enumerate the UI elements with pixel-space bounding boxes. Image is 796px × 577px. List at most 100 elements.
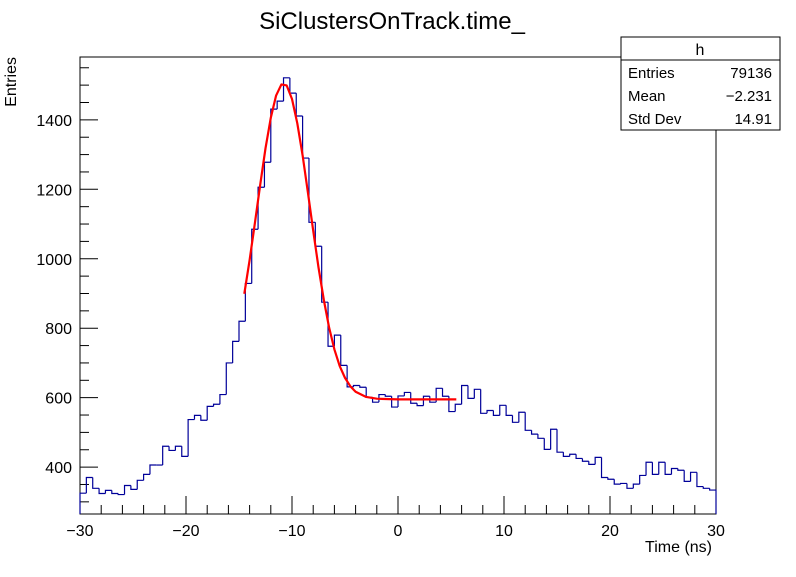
histogram-bin: [79, 492, 87, 514]
histogram-bin: [645, 461, 653, 476]
histogram-bin: [613, 479, 621, 485]
histogram-bin: [422, 395, 430, 406]
histogram-bin: [683, 470, 691, 482]
x-tick-label: −10: [278, 523, 305, 540]
y-tick-label: 1000: [36, 252, 72, 269]
histogram: [79, 77, 717, 514]
histogram-bin: [238, 320, 246, 342]
stats-entries-label: Entries: [628, 65, 675, 82]
histogram-bin: [397, 395, 405, 408]
histogram-bin: [702, 486, 710, 489]
histogram-bin: [384, 394, 392, 397]
histogram-bin: [92, 477, 100, 489]
histogram-bin: [181, 446, 189, 457]
histogram-bin: [626, 483, 634, 489]
histogram-bin: [365, 387, 373, 398]
histogram-bin: [111, 490, 119, 495]
histogram-bin: [117, 493, 125, 496]
histogram-bin: [276, 100, 284, 110]
histogram-bin: [620, 482, 627, 485]
histogram-bin: [263, 161, 271, 188]
x-tick-label: −20: [172, 523, 199, 540]
histogram-bin: [556, 429, 564, 453]
histogram-bin: [289, 77, 297, 94]
histogram-bin: [333, 334, 341, 347]
histogram-bin: [696, 472, 704, 488]
chart-title: SiClustersOnTrack.time_: [259, 8, 525, 35]
histogram-bin: [569, 453, 577, 457]
histogram-bin: [689, 471, 697, 482]
histogram-bin: [575, 454, 583, 460]
histogram-bin: [480, 389, 488, 414]
x-axis-label: Time (ns): [645, 539, 712, 556]
histogram-bin: [257, 186, 265, 230]
y-tick-label: 600: [45, 391, 72, 408]
histogram-bin: [639, 474, 647, 485]
histogram-bin: [658, 461, 666, 475]
histogram-bin: [530, 430, 538, 435]
stats-box: h Entries 79136 Mean −2.231 Std Dev 14.9…: [620, 36, 781, 131]
stats-mean-label: Mean: [628, 88, 666, 105]
histogram-bin: [518, 411, 526, 423]
histogram-bin: [448, 396, 456, 413]
histogram-bin: [473, 388, 481, 399]
histogram-bin: [709, 488, 717, 514]
histogram-bin: [492, 410, 500, 416]
histogram-bin: [454, 403, 462, 412]
histogram-bin: [136, 479, 144, 490]
histogram-bin: [244, 282, 252, 322]
axes: −30 −20 −10 0 10 20 30 400 600 800 1000 1200 1400: [36, 67, 725, 540]
histogram-bin: [588, 461, 596, 465]
histogram-bin: [651, 462, 659, 476]
histogram-bin: [212, 403, 220, 407]
histogram-bin: [429, 396, 437, 403]
fit-curve: [243, 83, 457, 401]
histogram-bin: [677, 468, 685, 471]
histogram-bin: [149, 464, 157, 475]
histogram-bin: [282, 77, 290, 102]
histogram-bin: [403, 391, 411, 396]
histogram-bin: [550, 428, 557, 450]
y-tick-label: 1400: [36, 113, 72, 130]
histogram-bin: [270, 108, 278, 163]
histogram-bin: [594, 456, 602, 465]
histogram-bin: [664, 462, 672, 476]
histogram-bin: [168, 446, 176, 452]
histogram-bin: [600, 457, 608, 479]
histogram-bin: [187, 418, 195, 457]
histogram-bin: [232, 340, 239, 363]
histogram-bin: [200, 415, 208, 421]
stats-entries-value: 79136: [730, 65, 772, 82]
histogram-bin: [219, 393, 227, 405]
histogram-bin: [206, 405, 214, 421]
histogram-bin: [562, 452, 570, 457]
histogram-bin: [670, 467, 678, 475]
histogram-bin: [225, 362, 233, 395]
histogram-bin: [314, 222, 322, 247]
y-tick-label: 1200: [36, 182, 72, 199]
histogram-bin: [441, 388, 449, 397]
y-tick-label: 400: [45, 460, 72, 477]
stats-stddev-value: 14.91: [734, 111, 772, 128]
histogram-bin: [174, 445, 182, 451]
histogram-bin: [505, 405, 513, 416]
histogram-bin: [581, 458, 589, 462]
histogram-bin: [321, 246, 329, 303]
histogram-bin: [486, 409, 494, 414]
stats-stddev-label: Std Dev: [628, 111, 682, 128]
x-tick-label: −30: [66, 523, 93, 540]
x-tick-label: 0: [394, 523, 403, 540]
histogram-bin: [98, 488, 106, 495]
x-tick-label: 20: [601, 523, 619, 540]
histogram-bin: [607, 477, 615, 480]
histogram-bin: [123, 484, 131, 495]
histogram-bin: [391, 396, 398, 408]
stats-mean-value: −2.231: [726, 88, 772, 105]
histogram-bin: [251, 228, 259, 284]
stats-title: h: [696, 42, 705, 59]
histogram-bin: [302, 116, 309, 159]
histogram-bin: [295, 93, 303, 117]
histogram-bin: [130, 485, 138, 490]
histogram-bin: [85, 476, 93, 494]
